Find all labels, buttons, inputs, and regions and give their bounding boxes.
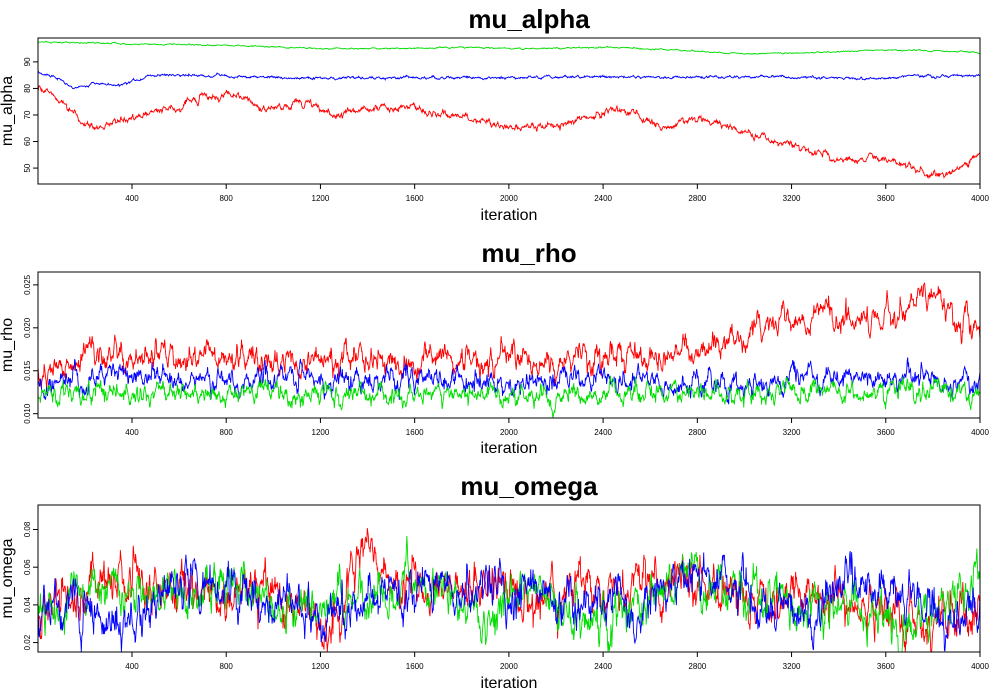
x-tick-label: 2800 (688, 194, 706, 203)
x-tick-label: 1600 (406, 194, 424, 203)
x-tick-label: 400 (125, 194, 139, 203)
chart-panel-2: mu_rho 400 800 1200 1600 2000 2400 2800 3200 3600… (0, 238, 989, 457)
x-tick-label: 400 (125, 662, 139, 671)
x-tick-label: 800 (220, 428, 234, 437)
x-tick-label: 3200 (783, 194, 801, 203)
y-axis-label: mu_rho (0, 318, 16, 372)
x-tick-label: 800 (220, 194, 234, 203)
x-tick-label: 4000 (971, 194, 989, 203)
chart-title: mu_rho (481, 238, 576, 268)
y-tick-label: 80 (23, 83, 32, 92)
x-axis-label: iteration (481, 675, 538, 692)
x-tick-label: 2000 (500, 662, 518, 671)
x-tick-label: 3600 (877, 662, 895, 671)
series-line-1 (37, 40, 981, 55)
x-tick-label: 400 (125, 428, 139, 437)
y-axis-label: mu_omega (0, 538, 16, 618)
series-line-3 (37, 551, 981, 653)
y-tick-label: 0.06 (23, 559, 32, 575)
x-tick-label: 4000 (971, 662, 989, 671)
x-tick-label: 2400 (594, 428, 612, 437)
chart-panel-3: mu_omega 400 800 1200 1600 2000 2400 2800 3200 36… (0, 471, 989, 692)
plot-frame (37, 504, 981, 653)
y-tick-label: 0.020 (23, 317, 32, 338)
x-tick-label: 1200 (312, 662, 330, 671)
y-tick-label: 50 (23, 163, 32, 172)
y-tick-label: 90 (23, 57, 32, 66)
y-tick-label: 0.08 (23, 521, 32, 537)
x-tick-label: 1200 (312, 428, 330, 437)
chart-title: mu_omega (460, 471, 598, 501)
x-tick-label: 2000 (500, 194, 518, 203)
x-axis-label: iteration (481, 207, 538, 224)
x-tick-label: 2400 (594, 194, 612, 203)
y-axis-label: mu_alpha (0, 76, 16, 146)
y-tick-label: 70 (23, 110, 32, 119)
series-line-2 (37, 535, 981, 653)
y-tick-label: 0.015 (23, 360, 32, 381)
x-tick-label: 1600 (406, 662, 424, 671)
series-line-2 (37, 70, 980, 90)
chart-title: mu_alpha (468, 4, 590, 34)
x-tick-label: 3200 (783, 662, 801, 671)
x-tick-label: 2000 (500, 428, 518, 437)
x-axis-label: iteration (481, 440, 538, 457)
chart-panel-1: mu_alpha 400 800 1200 1600 2000 2400 2800 3200 36… (0, 4, 989, 224)
x-tick-label: 1600 (406, 428, 424, 437)
x-tick-label: 3200 (783, 428, 801, 437)
x-tick-label: 2400 (594, 662, 612, 671)
series-line-3 (37, 85, 981, 180)
x-tick-label: 800 (220, 662, 234, 671)
y-tick-label: 0.025 (23, 274, 32, 295)
x-tick-label: 2800 (688, 662, 706, 671)
x-tick-label: 2800 (688, 428, 706, 437)
x-tick-label: 3600 (877, 428, 895, 437)
x-tick-label: 4000 (971, 428, 989, 437)
y-tick-label: 0.04 (23, 597, 32, 613)
x-tick-label: 3600 (877, 194, 895, 203)
y-tick-label: 60 (23, 137, 32, 146)
x-tick-label: 1200 (312, 194, 330, 203)
y-tick-label: 0.02 (23, 634, 32, 650)
series-line-1 (37, 282, 981, 388)
series-line-3 (37, 375, 981, 419)
y-tick-label: 0.010 (23, 403, 32, 424)
